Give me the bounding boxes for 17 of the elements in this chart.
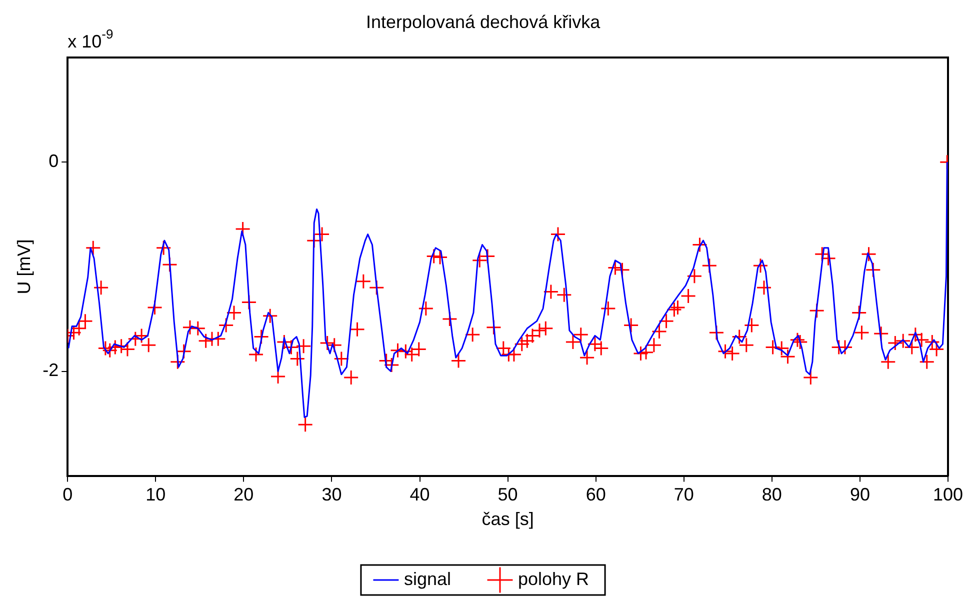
- x-tick-label: 80: [762, 484, 782, 505]
- x-tick-label: 100: [932, 484, 964, 505]
- x-tick-label: 60: [586, 484, 606, 505]
- legend-label: signal: [404, 568, 451, 589]
- y-tick-label: -2: [42, 360, 59, 380]
- legend-label: polohy R: [518, 568, 590, 589]
- x-tick-label: 30: [322, 484, 342, 505]
- y-axis-title: U [mV]: [14, 239, 34, 294]
- chart-title: Interpolovaná dechová křivka: [366, 12, 602, 32]
- x-tick-label: 20: [234, 484, 254, 505]
- x-tick-label: 10: [146, 484, 166, 505]
- x-tick-label: 70: [674, 484, 694, 505]
- x-tick-label: 40: [410, 484, 430, 505]
- x-tick-label: 50: [498, 484, 518, 505]
- x-tick-label: 0: [62, 484, 73, 505]
- x-axis-title: čas [s]: [482, 509, 534, 530]
- x-tick-label: 90: [850, 484, 870, 505]
